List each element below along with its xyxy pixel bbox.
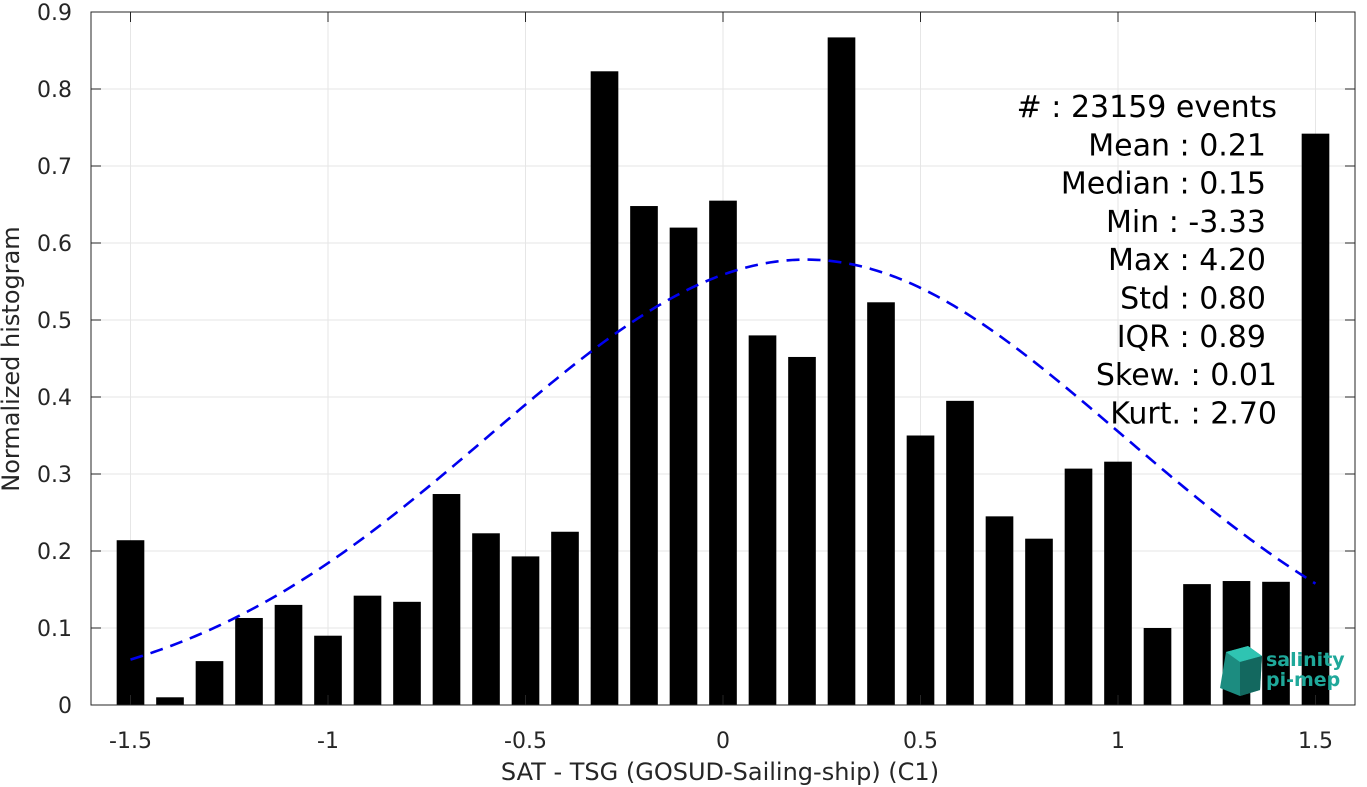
histogram-bar [788, 356, 816, 705]
x-tick-label: 1.5 [1298, 729, 1333, 754]
x-tick-label: 1 [1111, 729, 1125, 754]
histogram-bar [195, 661, 224, 705]
histogram-bar [946, 400, 974, 705]
normal-fit-curve [130, 258, 1317, 661]
axis-ticks [91, 11, 1355, 706]
x-tick-labels: -1.5 -1 -0.5 0 0.5 1 1.5 [109, 729, 1333, 754]
histogram-bar [1143, 628, 1172, 705]
stat-line: # : 23159 events [1017, 90, 1277, 125]
histogram-bar [748, 335, 777, 705]
x-tick-label: -1.5 [109, 729, 152, 754]
histogram-bar [551, 531, 579, 705]
histogram-bar [709, 200, 737, 705]
histogram-bars [116, 37, 1330, 706]
histogram-bar [472, 533, 500, 705]
histogram-bar [156, 697, 184, 705]
y-tick-label: 0.8 [37, 78, 72, 103]
histogram-bar [314, 635, 342, 705]
stat-line: Mean : 0.21 [1088, 128, 1266, 163]
y-tick-label: 0.4 [37, 386, 72, 411]
histogram-bar [1183, 584, 1211, 705]
stat-line: Skew. : 0.01 [1096, 358, 1277, 393]
y-tick-label: 0.1 [37, 617, 72, 642]
logo-text-line2: pi-mep [1266, 669, 1340, 691]
histogram-bar [827, 37, 856, 706]
stat-line: Std : 0.80 [1120, 282, 1266, 317]
x-axis-label: SAT - TSG (GOSUD-Sailing-ship) (C1) [501, 758, 939, 786]
stat-line: Median : 0.15 [1061, 167, 1266, 202]
y-axis-label: Normalized histogram [0, 226, 25, 491]
histogram-bar [906, 435, 935, 705]
histogram-bar [274, 604, 303, 705]
y-tick-label: 0.3 [37, 463, 72, 488]
histogram-bar [1301, 133, 1330, 705]
logo-text-line1: salinity [1266, 649, 1345, 671]
histogram-bar [235, 617, 263, 705]
histogram-bar [669, 227, 698, 705]
stat-line: IQR : 0.89 [1117, 320, 1266, 355]
x-tick-label: -0.5 [504, 729, 547, 754]
y-tick-labels: 0 0.1 0.2 0.3 0.4 0.5 0.6 0.7 0.8 0.9 [37, 1, 72, 719]
histogram-bar [1104, 461, 1132, 705]
y-tick-label: 0.9 [37, 1, 72, 26]
histogram-bar [1025, 538, 1053, 705]
histogram-bar [353, 595, 382, 705]
histogram-bar [116, 540, 145, 705]
x-tick-label: 0.5 [903, 729, 938, 754]
x-tick-label: 0 [716, 729, 730, 754]
histogram-bar [1064, 468, 1093, 705]
y-tick-label: 0.7 [37, 155, 72, 180]
histogram-bar [985, 516, 1014, 705]
logo-cube-icon [1220, 646, 1262, 696]
histogram-bar [432, 494, 461, 705]
stat-line: Max : 4.20 [1108, 243, 1266, 278]
y-tick-label: 0 [58, 694, 72, 719]
stat-line: Kurt. : 2.70 [1110, 396, 1277, 431]
y-tick-label: 0.6 [37, 232, 72, 257]
histogram-bar [511, 556, 540, 705]
salinity-pi-mep-logo: salinity pi-mep [1220, 646, 1345, 696]
histogram-bar [630, 206, 658, 706]
histogram-bar [393, 601, 421, 705]
stat-line: Min : -3.33 [1106, 205, 1266, 240]
histogram-bar [1262, 581, 1290, 705]
histogram-bar [590, 71, 619, 706]
y-tick-label: 0.2 [37, 540, 72, 565]
y-tick-label: 0.5 [37, 309, 72, 334]
x-tick-label: -1 [317, 729, 339, 754]
histogram-bar [867, 302, 895, 705]
